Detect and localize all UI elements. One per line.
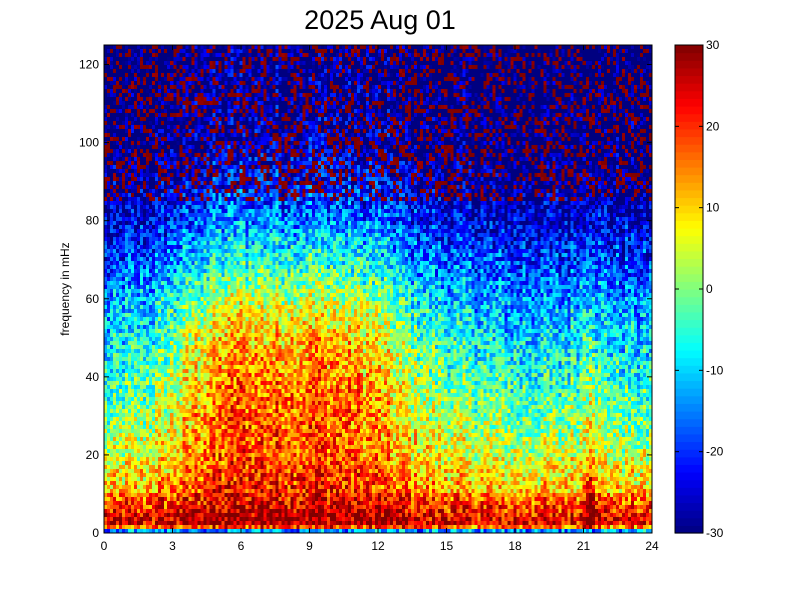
colorbar-segment xyxy=(675,136,703,145)
colorbar-segment xyxy=(675,151,703,160)
x-tick-label: 12 xyxy=(371,539,385,553)
colorbar-segment xyxy=(675,83,703,92)
colorbar-segment xyxy=(675,258,703,267)
x-tick-label: 15 xyxy=(440,539,454,553)
x-axis: 0 3 6 9 12 15 18 21 24 xyxy=(101,45,659,553)
colorbar-segment xyxy=(675,334,703,343)
colorbar-segment xyxy=(675,517,703,526)
colorbar-tick-label: -10 xyxy=(706,363,724,377)
y-tick-label: 60 xyxy=(86,292,100,306)
x-tick-label: 3 xyxy=(169,539,176,553)
colorbar-segment xyxy=(675,456,703,465)
colorbar-segment xyxy=(675,167,703,176)
x-tick-label: 21 xyxy=(577,539,591,553)
y-tick-label: 120 xyxy=(79,58,99,72)
colorbar-segment xyxy=(675,52,703,61)
colorbar-segment xyxy=(675,426,703,435)
colorbar-tick-label: 0 xyxy=(706,282,713,296)
colorbar-ticks: -30 -20 -10 0 10 20 30 xyxy=(675,38,724,540)
colorbar-segment xyxy=(675,525,703,534)
colorbar-segment xyxy=(675,327,703,336)
colorbar-tick-label: 10 xyxy=(706,201,720,215)
colorbar-segment xyxy=(675,90,703,99)
y-tick-label: 0 xyxy=(92,526,99,540)
colorbar-tick-label: 30 xyxy=(706,38,720,52)
colorbar-segment xyxy=(675,235,703,244)
y-axis: 0 20 40 60 80 100 120 xyxy=(79,58,652,540)
colorbar-segment xyxy=(675,67,703,77)
x-tick-label: 0 xyxy=(101,539,108,553)
x-tick-label: 9 xyxy=(306,539,313,553)
chart-title: 2025 Aug 01 xyxy=(304,5,456,35)
colorbar-segment xyxy=(675,106,703,115)
colorbar-segment xyxy=(675,159,703,168)
colorbar-segment xyxy=(675,472,703,481)
heatmap-area xyxy=(104,45,652,533)
heatmap-cells xyxy=(104,45,652,533)
colorbar-tick-label: 20 xyxy=(706,119,720,133)
colorbar-segment xyxy=(675,304,703,313)
colorbar-segment xyxy=(675,502,703,511)
x-tick-label: 6 xyxy=(238,539,245,553)
y-tick-label: 40 xyxy=(86,370,100,384)
colorbar-segment xyxy=(675,365,703,374)
x-tick-label: 18 xyxy=(508,539,522,553)
colorbar-segment xyxy=(675,212,703,221)
colorbar-segment xyxy=(675,441,703,450)
colorbar-segment xyxy=(675,350,703,359)
colorbar-segment xyxy=(675,121,703,130)
colorbar-segment xyxy=(675,403,703,412)
colorbar-segment xyxy=(675,342,703,351)
colorbar-segment xyxy=(675,380,703,389)
colorbar-segment xyxy=(675,487,703,496)
colorbar-segment xyxy=(675,296,703,305)
colorbar-segment xyxy=(675,113,703,122)
colorbar-segment xyxy=(675,228,703,237)
colorbar-segment xyxy=(675,182,703,191)
y-tick-label: 100 xyxy=(79,136,99,150)
colorbar-segment xyxy=(675,464,703,473)
colorbar-segment xyxy=(675,510,703,519)
colorbar-segment xyxy=(675,60,703,69)
colorbar-segment xyxy=(675,205,703,214)
colorbar-segment xyxy=(675,273,703,282)
colorbar-segment xyxy=(675,479,703,488)
colorbar-segment xyxy=(675,289,703,298)
colorbar-segment xyxy=(675,433,703,443)
y-tick-label: 80 xyxy=(86,214,100,228)
colorbar-segment xyxy=(675,98,703,107)
colorbar-segment xyxy=(675,220,703,229)
colorbar-segment xyxy=(675,144,703,153)
colorbar-segment xyxy=(675,311,703,321)
colorbar-tick-label: -30 xyxy=(706,526,724,540)
colorbar-segment xyxy=(675,266,703,275)
colorbar-segment xyxy=(675,411,703,420)
y-axis-label: frequency in mHz xyxy=(58,242,72,335)
colorbar-segment xyxy=(675,75,703,84)
colorbar-segment xyxy=(675,418,703,427)
colorbar-tick-label: -20 xyxy=(706,445,724,459)
colorbar-segment xyxy=(675,281,703,290)
colorbar-segment xyxy=(675,388,703,397)
colorbar-segment xyxy=(675,395,703,404)
colorbar xyxy=(675,45,703,534)
colorbar-segment xyxy=(675,197,703,206)
colorbar-segment xyxy=(675,494,703,504)
colorbar-segment xyxy=(675,357,703,366)
colorbar-segment xyxy=(675,45,703,54)
x-tick-label: 24 xyxy=(645,539,659,553)
colorbar-segment xyxy=(675,174,703,183)
y-tick-label: 20 xyxy=(86,448,100,462)
colorbar-segment xyxy=(675,372,703,382)
colorbar-segment xyxy=(675,250,703,260)
colorbar-segment xyxy=(675,128,703,138)
colorbar-segment xyxy=(675,319,703,328)
colorbar-segment xyxy=(675,243,703,252)
colorbar-segment xyxy=(675,449,703,458)
colorbar-segment xyxy=(675,189,703,199)
